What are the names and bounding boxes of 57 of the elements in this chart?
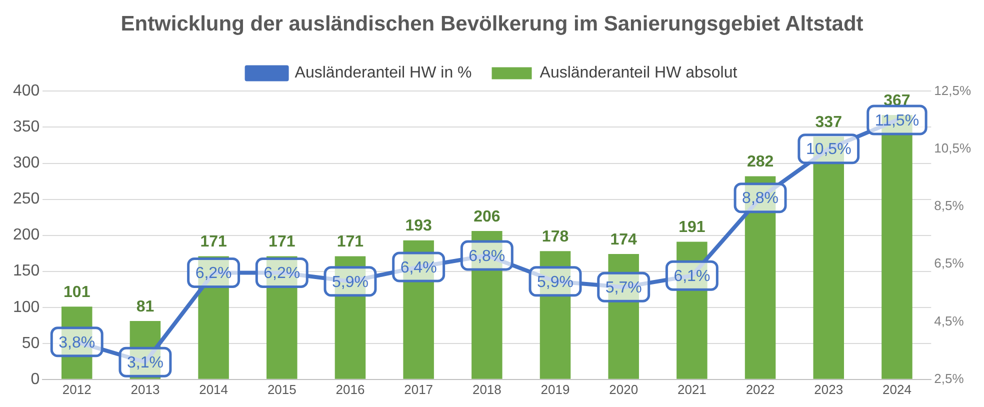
data-label: 174 [610, 231, 638, 248]
x-tick-label: 2015 [267, 382, 296, 397]
x-tick-label: 2017 [404, 382, 434, 397]
x-tick-label: 2021 [677, 382, 706, 397]
y-tick-label: 250 [12, 190, 40, 208]
data-label: 6,1% [674, 268, 710, 286]
y2-tick-label: 2,5% [934, 370, 964, 386]
x-tick-label: 2012 [62, 382, 92, 397]
x-tick-label: 2019 [540, 382, 570, 397]
data-label: 3,1% [126, 354, 164, 372]
data-label: 6,8% [468, 248, 506, 265]
y2-tick-label: 6,5% [934, 256, 964, 271]
y-tick-label: 200 [12, 226, 40, 244]
legend-label: Ausländeranteil HW in % [294, 64, 472, 82]
data-label: 171 [268, 234, 296, 251]
y-tick-label: 50 [22, 334, 40, 352]
data-label: 101 [64, 284, 90, 302]
x-tick-label: 2014 [199, 382, 228, 397]
y2-tick-label: 4,5% [934, 313, 964, 328]
y-tick-label: 300 [12, 154, 40, 172]
data-label: 171 [336, 234, 364, 251]
y-tick-label: 100 [12, 298, 40, 316]
data-label: 6,2% [264, 265, 300, 282]
data-label: 5,7% [605, 280, 642, 297]
data-label: 3,8% [58, 334, 96, 352]
data-label: 5,9% [537, 274, 574, 291]
data-label: 171 [200, 234, 227, 251]
y2-tick-label: 12,5% [934, 82, 972, 98]
data-label: 193 [405, 218, 432, 235]
data-label: 6,4% [400, 259, 437, 276]
data-label: 8,8% [742, 190, 779, 208]
y-tick-label: 400 [12, 82, 40, 100]
y2-tick-label: 10,5% [934, 140, 972, 156]
data-label: 191 [678, 219, 706, 236]
data-label: 81 [136, 298, 154, 316]
chart-title: Entwicklung der ausländischen Bevölkerung im Sanierungsgebiet Altstadt [120, 12, 864, 36]
data-label: 11,5% [874, 112, 920, 130]
data-label: 10,5% [806, 141, 852, 158]
x-tick-label: 2024 [882, 382, 912, 397]
data-label: 206 [474, 208, 500, 226]
legend-label: Ausländeranteil HW absolut [540, 64, 738, 82]
data-label: 5,9% [332, 274, 368, 291]
y-tick-label: 350 [12, 118, 40, 136]
y-tick-label: 0 [30, 370, 40, 388]
y2-tick-label: 8,5% [934, 198, 964, 214]
x-tick-label: 2016 [336, 382, 365, 397]
data-label: 282 [746, 154, 774, 171]
data-label: 178 [542, 228, 569, 246]
data-label: 367 [884, 92, 910, 110]
y-tick-label: 150 [12, 262, 40, 280]
x-tick-label: 2020 [609, 382, 638, 397]
x-tick-label: 2013 [130, 382, 160, 397]
x-tick-label: 2022 [746, 382, 775, 397]
data-label: 6,2% [195, 265, 232, 282]
x-tick-label: 2018 [472, 382, 502, 397]
x-tick-label: 2023 [814, 382, 844, 397]
data-label: 337 [815, 114, 842, 131]
